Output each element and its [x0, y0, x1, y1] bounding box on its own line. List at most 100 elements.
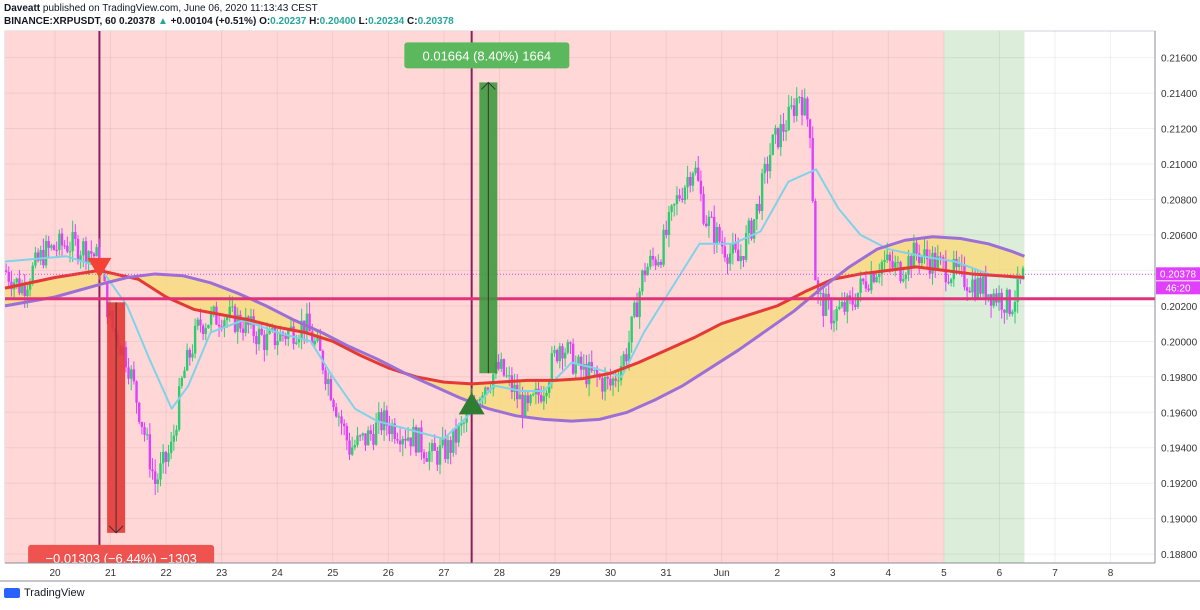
x-tick-label: 30	[605, 568, 617, 579]
candle-body	[260, 328, 263, 335]
candle-body	[641, 270, 644, 292]
candle-body	[587, 362, 591, 385]
x-tick-label: 25	[327, 568, 339, 579]
x-tick-label: 29	[549, 568, 561, 579]
candle-body	[279, 332, 282, 342]
candle-body	[689, 177, 692, 186]
candle-body	[782, 124, 785, 132]
candle-body	[505, 375, 508, 377]
candle-body	[526, 395, 530, 404]
symbol-label[interactable]: BINANCE:XRPUSDT, 60	[4, 16, 117, 27]
candle-body	[774, 127, 777, 135]
candle-body	[742, 256, 745, 260]
candle-body	[4, 270, 8, 272]
candle-body	[643, 270, 647, 276]
candle-body	[388, 425, 391, 435]
candle-body	[981, 276, 985, 294]
candle-body	[739, 256, 743, 262]
candle-body	[851, 297, 854, 305]
candle-body	[300, 320, 303, 339]
candle-body	[66, 245, 69, 252]
candle-body	[811, 138, 814, 202]
candle-body	[705, 223, 708, 227]
candle-body	[201, 325, 205, 334]
candle-body	[603, 376, 607, 392]
candle-body	[151, 469, 154, 472]
candle-body	[795, 98, 798, 116]
candle-body	[936, 256, 940, 270]
candle-body	[276, 341, 279, 346]
candle-body	[571, 343, 575, 374]
candle-body	[313, 340, 317, 345]
candle-body	[268, 329, 271, 334]
candle-body	[1005, 289, 1009, 313]
candle-body	[814, 201, 817, 281]
candle-body	[582, 363, 585, 370]
candle-body	[619, 366, 623, 381]
candle-body	[902, 279, 905, 282]
candle-body	[58, 233, 61, 251]
candle-body	[132, 369, 136, 382]
brand-name: TradingView	[24, 587, 85, 599]
candle-body	[864, 281, 868, 289]
candle-body	[518, 394, 522, 400]
candle-body	[28, 283, 32, 290]
candle-body	[412, 426, 415, 447]
candle-body	[26, 289, 29, 296]
author-name[interactable]: Daveatt	[4, 3, 41, 14]
candle-body	[800, 97, 804, 116]
candle-body	[225, 317, 229, 321]
candle-body	[433, 443, 436, 451]
publish-info: published on TradingView.com, June 06, 2…	[42, 3, 318, 14]
candle-body	[878, 274, 881, 277]
x-tick-label: 22	[161, 568, 173, 579]
candle-body	[888, 254, 892, 262]
candle-body	[585, 363, 588, 385]
candle-body	[295, 342, 298, 344]
candle-body	[348, 440, 351, 455]
candle-body	[327, 379, 330, 385]
candle-body	[654, 259, 657, 266]
candle-body	[910, 256, 913, 269]
candle-body	[766, 163, 769, 172]
candle-body	[297, 338, 301, 343]
candle-body	[673, 203, 676, 206]
candle-body	[481, 395, 484, 399]
candle-body	[883, 259, 886, 263]
candle-body	[563, 352, 567, 359]
candle-body	[366, 430, 370, 446]
candle-body	[728, 253, 732, 264]
candle-body	[697, 167, 700, 181]
candle-body	[609, 378, 612, 386]
candle-body	[699, 180, 703, 194]
candle-body	[718, 226, 721, 242]
tradingview-logo-icon	[4, 588, 20, 598]
candle-body	[598, 376, 601, 378]
candle-body	[920, 256, 924, 264]
candle-body	[976, 277, 979, 298]
candle-body	[273, 327, 277, 346]
candle-body	[74, 232, 77, 239]
candle-body	[726, 257, 729, 264]
candle-body	[843, 302, 846, 312]
candle-body	[356, 435, 359, 445]
last-price-tag	[1156, 267, 1200, 281]
high-value: 0.20400	[319, 16, 356, 27]
x-tick-label: 7	[1052, 568, 1058, 579]
candle-body	[529, 395, 532, 404]
candle-body	[625, 354, 628, 362]
candle-body	[904, 274, 908, 280]
y-tick-label: 0.21400	[1161, 89, 1198, 100]
candle-body	[15, 278, 18, 283]
candle-body	[220, 326, 223, 329]
candle-body	[382, 410, 386, 431]
x-tick-label: 31	[661, 568, 673, 579]
candle-body	[161, 451, 165, 464]
candle-body	[372, 433, 375, 445]
candle-body	[555, 349, 559, 362]
candle-body	[228, 306, 231, 318]
candles	[4, 87, 1025, 495]
candle-body	[60, 233, 64, 246]
